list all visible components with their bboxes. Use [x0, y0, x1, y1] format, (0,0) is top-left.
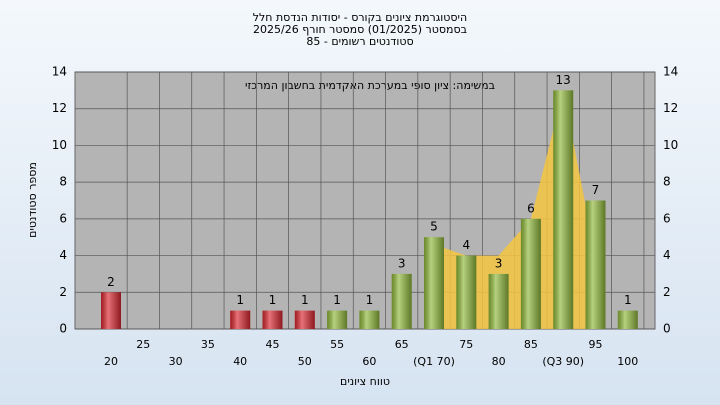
- y2-tick-label: 12: [663, 101, 678, 115]
- bar-shade: [488, 273, 509, 329]
- y-tick-label: 4: [59, 248, 67, 262]
- value-label: 1: [269, 293, 277, 307]
- x-axis-label: טווח ציונים: [340, 375, 390, 388]
- x-tick-label: (Q1 70): [413, 355, 455, 368]
- y-tick-label: 10: [52, 138, 67, 152]
- x-tick-label: 75: [459, 338, 473, 351]
- y-tick-label: 6: [59, 211, 67, 225]
- title-line: סטודנטים רשומים - 85: [306, 35, 413, 48]
- x-tick-label: 30: [169, 355, 183, 368]
- x-tick-label: 100: [617, 355, 638, 368]
- bar-shade: [617, 310, 638, 329]
- value-label: 4: [462, 238, 470, 252]
- y-tick-label: 8: [59, 175, 67, 189]
- y2-tick-label: 8: [663, 175, 671, 189]
- x-tick-label: 60: [362, 355, 376, 368]
- y2-tick-label: 4: [663, 248, 671, 262]
- y2-tick-label: 0: [663, 322, 671, 336]
- bar-shade: [585, 200, 606, 329]
- value-label: 5: [430, 220, 438, 234]
- bar-shade: [262, 310, 283, 329]
- y-tick-label: 14: [52, 65, 67, 79]
- value-label: 1: [236, 293, 244, 307]
- value-label: 1: [333, 293, 341, 307]
- x-tick-label: 95: [589, 338, 603, 351]
- x-tick-label: 25: [136, 338, 150, 351]
- y2-tick-label: 2: [663, 285, 671, 299]
- bar-shade: [359, 310, 380, 329]
- bar-shade: [456, 255, 477, 329]
- title-line: היסטוגרמת ציונים בקורס - יסודות הנדסת חל…: [253, 11, 467, 24]
- x-tick-label: 65: [395, 338, 409, 351]
- y-axis-label: מספר סטודנטים: [26, 162, 39, 238]
- x-tick-label: 40: [233, 355, 247, 368]
- value-label: 3: [398, 256, 406, 270]
- bar-shade: [294, 310, 315, 329]
- annotation: במשימה: ציון סופי במערכת האקדמית בחשבון …: [245, 79, 495, 92]
- x-tick-label: 55: [330, 338, 344, 351]
- bar-shade: [230, 310, 251, 329]
- value-label: 3: [495, 256, 503, 270]
- value-label: 13: [556, 73, 571, 87]
- bar-shade: [553, 90, 574, 329]
- value-label: 7: [592, 183, 600, 197]
- y2-tick-label: 10: [663, 138, 678, 152]
- bar-shade: [424, 237, 444, 329]
- y2-tick-label: 6: [663, 211, 671, 225]
- title-line: בסמסטר (01/2025) סמסטר חורף 2025/26: [253, 23, 467, 36]
- x-tick-label: 20: [104, 355, 118, 368]
- x-tick-label: 80: [492, 355, 506, 368]
- value-label: 6: [527, 201, 535, 215]
- y-tick-label: 2: [59, 285, 67, 299]
- x-tick-label: 50: [298, 355, 312, 368]
- x-tick-label: 35: [201, 338, 215, 351]
- bar-shade: [327, 310, 348, 329]
- value-label: 1: [301, 293, 309, 307]
- x-tick-label: 45: [266, 338, 280, 351]
- y-tick-label: 0: [59, 322, 67, 336]
- bar-shade: [520, 218, 541, 329]
- value-label: 2: [107, 275, 115, 289]
- x-tick-label: (Q3 90): [542, 355, 584, 368]
- value-label: 1: [624, 293, 632, 307]
- value-label: 1: [366, 293, 374, 307]
- x-tick-label: 85: [524, 338, 538, 351]
- y2-tick-label: 14: [663, 65, 678, 79]
- bar-shade: [101, 292, 121, 329]
- y-tick-label: 12: [52, 101, 67, 115]
- bar-shade: [391, 273, 412, 329]
